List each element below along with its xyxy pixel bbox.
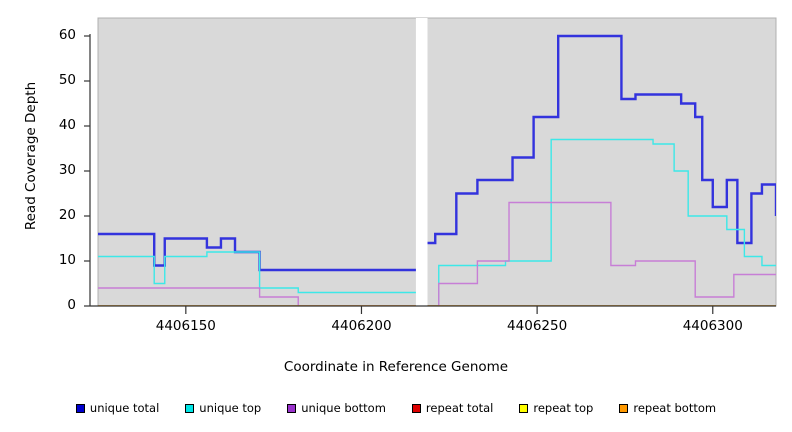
y-tick-label: 0	[67, 297, 76, 313]
y-tick-label: 20	[58, 207, 76, 223]
x-tick-label: 4406250	[507, 318, 568, 334]
legend-swatch-icon	[75, 403, 85, 413]
legend-item-unique-total[interactable]: unique total	[75, 401, 160, 415]
legend-item-repeat-bottom[interactable]: repeat bottom	[619, 401, 716, 415]
x-tick-label: 4406200	[331, 318, 392, 334]
legend-label: unique top	[199, 401, 262, 415]
chart-legend: unique total unique top unique bottom repea…	[0, 397, 792, 419]
y-axis-title: Read Coverage Depth	[23, 81, 39, 231]
legend-label: unique bottom	[301, 401, 386, 415]
legend-label: unique total	[89, 401, 160, 415]
legend-item-repeat-top[interactable]: repeat top	[519, 401, 593, 415]
y-tick-label: 40	[58, 117, 76, 133]
legend-label: repeat bottom	[633, 401, 717, 415]
y-tick-label: 60	[58, 27, 76, 43]
series-line-unique-total	[98, 34, 776, 306]
legend-label: repeat total	[425, 401, 494, 415]
coverage-gap-band	[415, 18, 428, 306]
y-tick-label: 50	[58, 72, 76, 88]
legend-swatch-icon	[619, 403, 629, 413]
legend-swatch-icon	[519, 403, 529, 413]
legend-item-unique-bottom[interactable]: unique bottom	[287, 401, 386, 415]
x-tick-label: 4406300	[682, 318, 743, 334]
series-line-unique-bottom	[98, 201, 776, 306]
x-axis-title: Coordinate in Reference Genome	[283, 359, 509, 375]
y-tick-label: 30	[58, 162, 76, 178]
legend-swatch-icon	[185, 403, 195, 413]
legend-swatch-icon	[287, 403, 297, 413]
legend-item-unique-top[interactable]: unique top	[185, 401, 261, 415]
y-tick-label: 10	[58, 252, 76, 268]
series-layer	[98, 18, 776, 306]
legend-label: repeat top	[533, 401, 594, 415]
legend-swatch-icon	[411, 403, 421, 413]
series-line-unique-top	[98, 138, 776, 306]
x-tick-label: 4406150	[155, 318, 216, 334]
legend-item-repeat-total[interactable]: repeat total	[411, 401, 494, 415]
plot-background	[97, 17, 777, 307]
